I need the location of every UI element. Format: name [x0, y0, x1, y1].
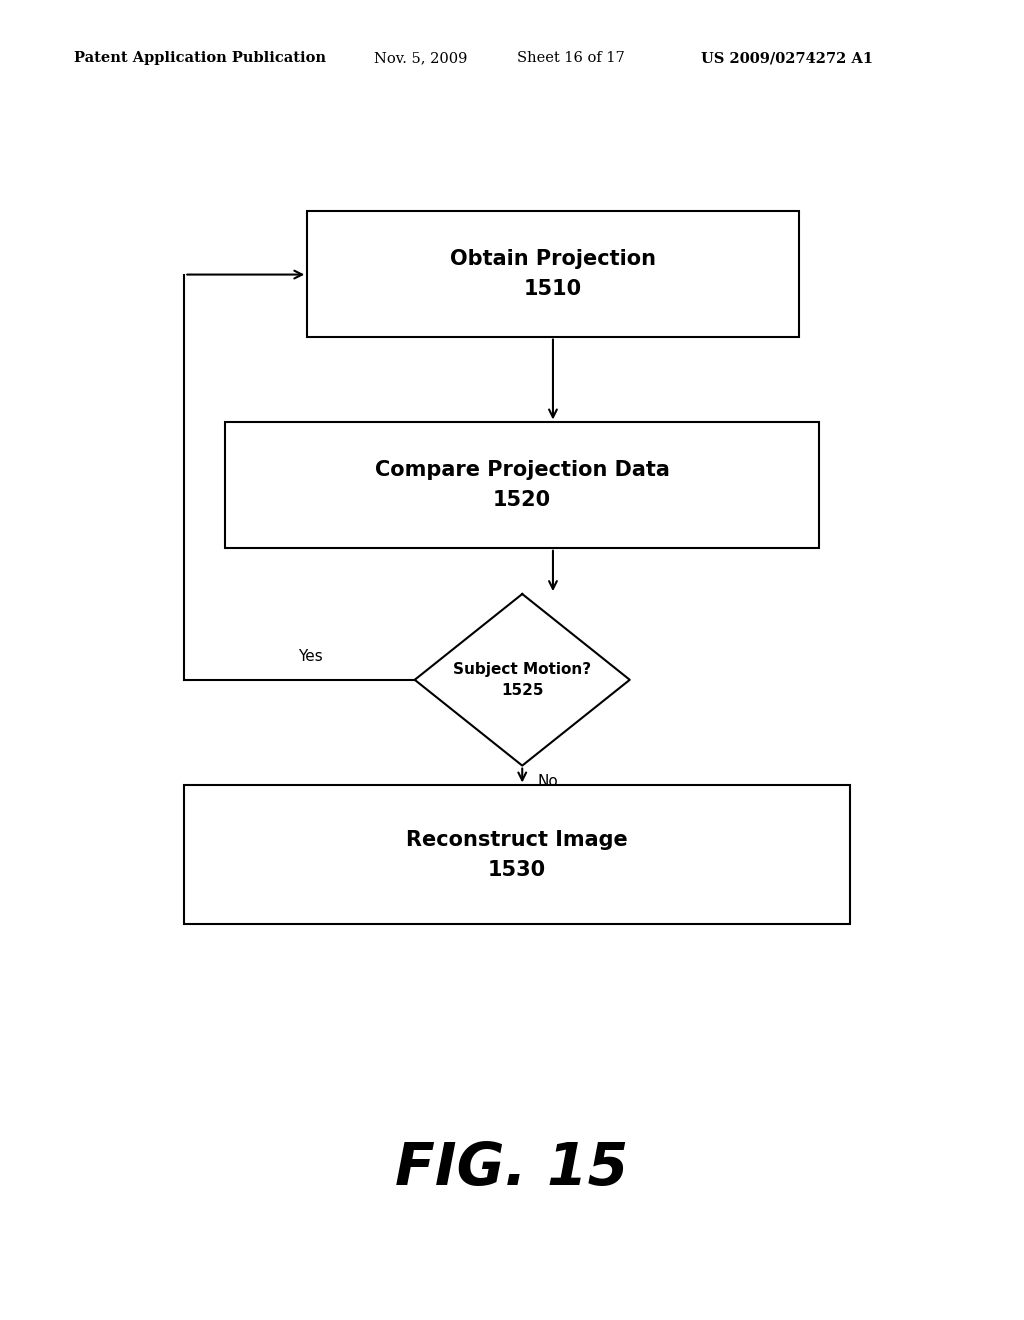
Text: US 2009/0274272 A1: US 2009/0274272 A1 [701, 51, 873, 65]
Text: Compare Projection Data
1520: Compare Projection Data 1520 [375, 461, 670, 510]
Text: Obtain Projection
1510: Obtain Projection 1510 [450, 249, 656, 298]
Bar [225, 422, 819, 548]
Polygon shape [415, 594, 630, 766]
Text: No: No [538, 774, 558, 789]
Text: Subject Motion?
1525: Subject Motion? 1525 [454, 661, 591, 698]
Text: FIG. 15: FIG. 15 [395, 1139, 629, 1197]
Text: Sheet 16 of 17: Sheet 16 of 17 [517, 51, 625, 65]
Bar [184, 785, 850, 924]
Text: Yes: Yes [298, 649, 323, 664]
Text: Nov. 5, 2009: Nov. 5, 2009 [374, 51, 467, 65]
Text: Reconstruct Image
1530: Reconstruct Image 1530 [407, 830, 628, 879]
Bar [307, 211, 799, 337]
Text: Patent Application Publication: Patent Application Publication [74, 51, 326, 65]
